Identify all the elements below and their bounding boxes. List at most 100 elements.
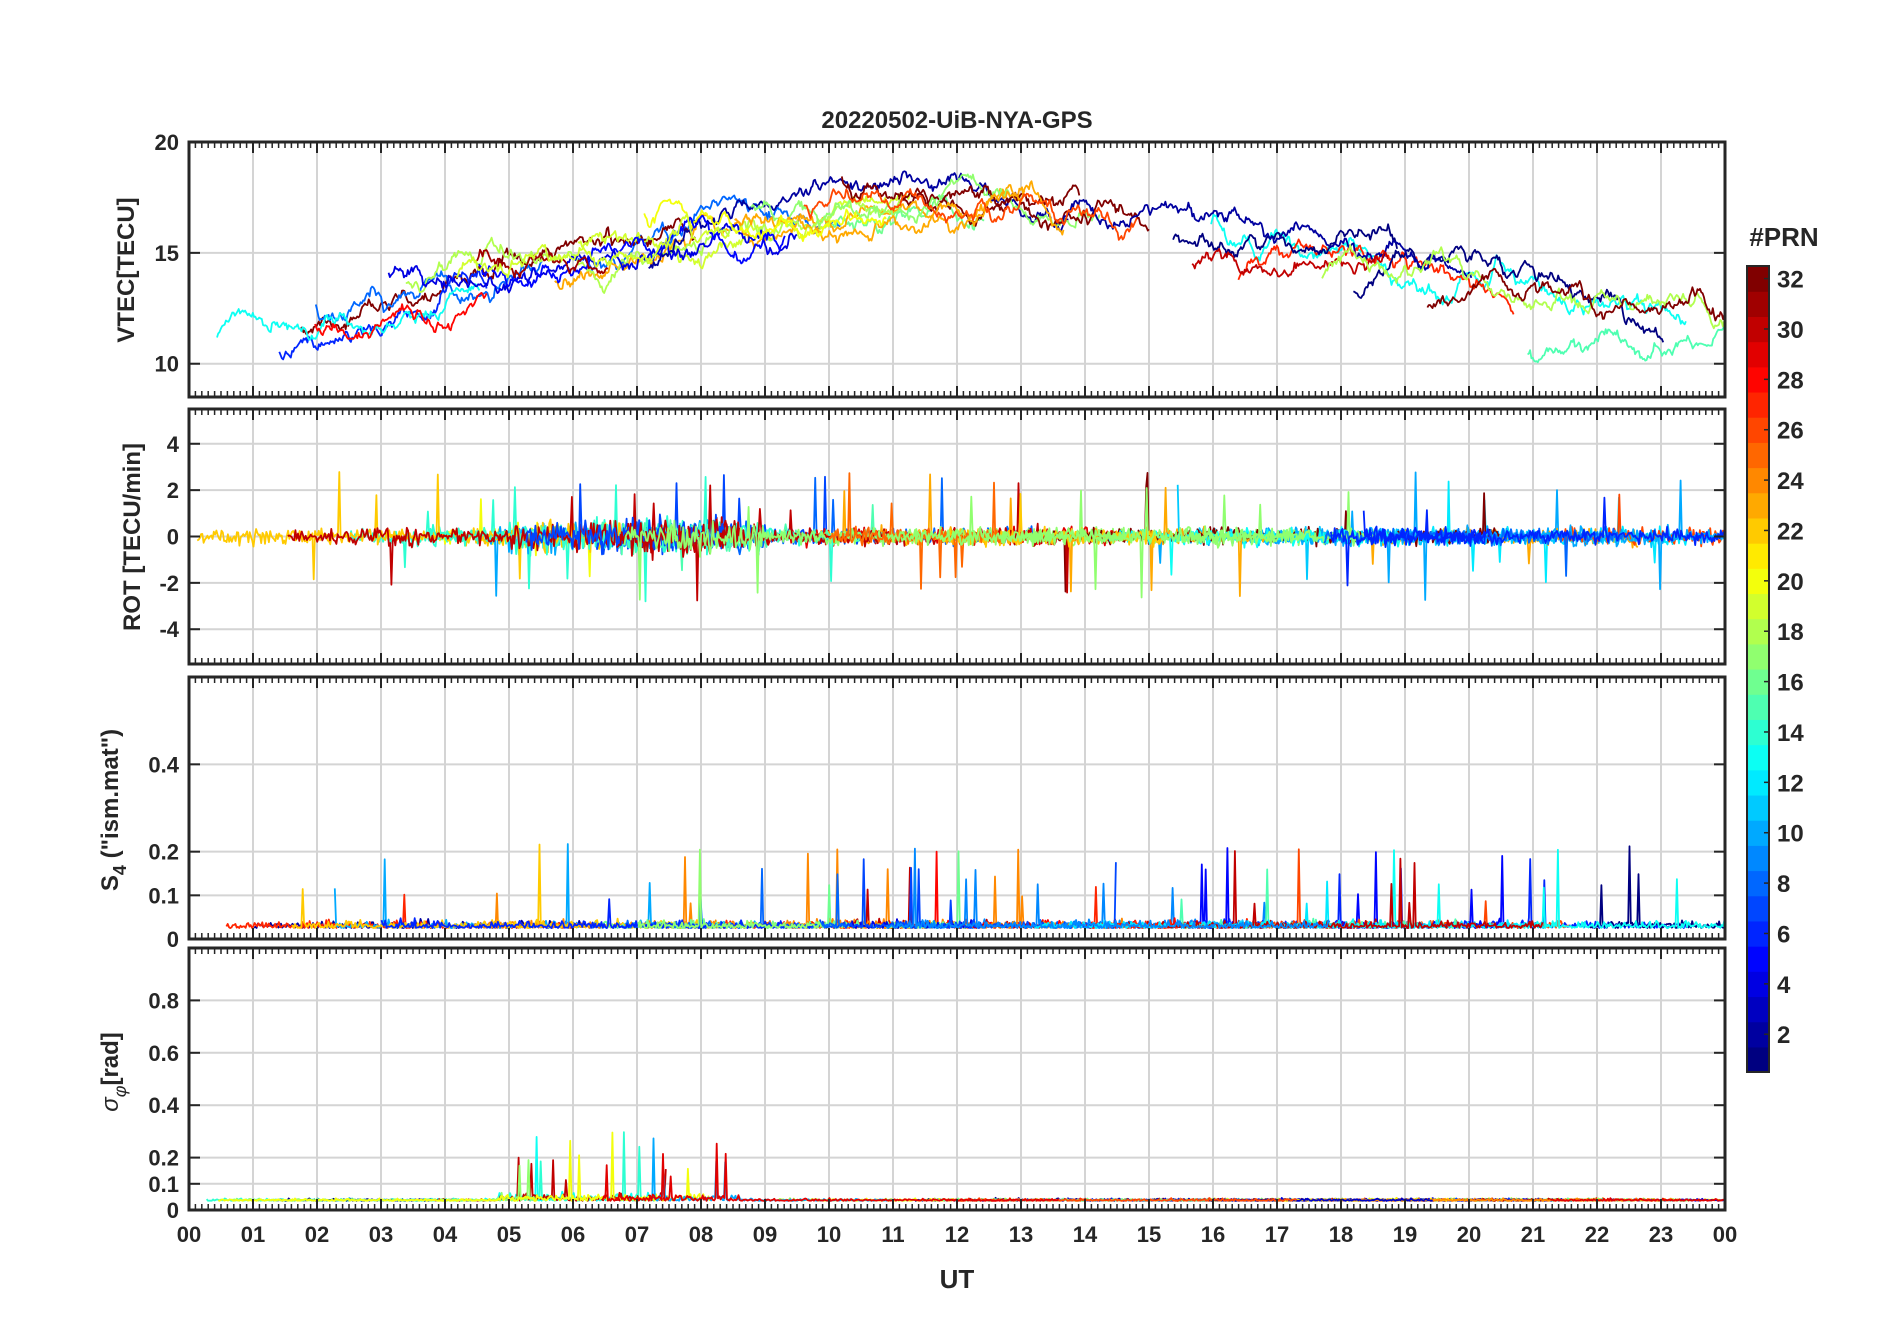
colorbar-segment bbox=[1747, 568, 1769, 595]
panel-vtec-frame bbox=[187, 140, 1727, 399]
panel-vtec-y-tick-labels: 10 15 20 bbox=[155, 130, 179, 377]
panel-sigma-y-tick-labels: 00.10.2 0.4 0.6 0.8 bbox=[148, 988, 179, 1223]
series-line-prn bbox=[300, 217, 696, 336]
series-line-prn bbox=[1210, 213, 1687, 326]
series-line-prn bbox=[314, 260, 543, 322]
colorbar-frame bbox=[1746, 265, 1770, 1073]
series-line-prn bbox=[840, 176, 1150, 232]
colorbar-segment bbox=[1747, 442, 1769, 469]
colorbar-tick-label: 16 bbox=[1777, 670, 1804, 697]
y-tick-label: 0.2 bbox=[148, 840, 179, 865]
colorbar-tick-label: 18 bbox=[1777, 619, 1804, 646]
panel-rot-series bbox=[196, 471, 1725, 603]
x-tick-label: 10 bbox=[817, 1222, 841, 1247]
x-tick-label: 11 bbox=[881, 1222, 904, 1247]
series-line-prn bbox=[1062, 198, 1473, 279]
colorbar-segment bbox=[1747, 417, 1769, 443]
y-tick-label: -4 bbox=[159, 617, 179, 642]
colorbar-segment bbox=[1747, 291, 1769, 317]
colorbar-tick-label: 24 bbox=[1777, 468, 1804, 495]
y-tick-label: 0 bbox=[167, 1198, 179, 1223]
colorbar-ticks bbox=[1764, 277, 1769, 1035]
series-line-prn bbox=[387, 222, 798, 294]
panel-sigma-series bbox=[205, 1131, 1725, 1202]
series-line-prn bbox=[287, 484, 744, 586]
y-tick-label: 0.6 bbox=[148, 1041, 179, 1066]
x-tick-label: 19 bbox=[1393, 1222, 1417, 1247]
panel-rot-ticks bbox=[188, 409, 1726, 664]
panel-s4-ylabel: S4 ("ism.mat") bbox=[97, 729, 130, 891]
colorbar-tick-label: 14 bbox=[1777, 720, 1804, 747]
series-line-prn bbox=[601, 1142, 1060, 1202]
colorbar-segment bbox=[1747, 643, 1769, 670]
x-tick-label: 05 bbox=[497, 1222, 521, 1247]
x-tick-label: 16 bbox=[1201, 1222, 1225, 1247]
series-line-prn bbox=[885, 847, 1331, 929]
colorbar-segment bbox=[1747, 517, 1769, 544]
x-tick-label: 22 bbox=[1585, 1222, 1609, 1247]
y-tick-label: 0.1 bbox=[148, 883, 179, 908]
series-line-prn bbox=[827, 194, 985, 235]
y-tick-label: 0.4 bbox=[148, 1093, 179, 1118]
x-tick-labels: 00 01 02 03 04 05 06 07 08 09 10 11 12 13 14 15 16 17 18 19… bbox=[177, 1222, 1737, 1247]
x-tick-label: 01 bbox=[241, 1222, 265, 1247]
panel-rot-ylabel: ROT [TECU/min] bbox=[119, 443, 146, 631]
colorbar-segment bbox=[1747, 593, 1769, 620]
panel-sigma-grid bbox=[189, 948, 1725, 1210]
colorbar-title: #PRN bbox=[1749, 222, 1818, 252]
y-tick-label: 0.1 bbox=[148, 1172, 179, 1197]
colorbar-segment bbox=[1747, 895, 1769, 922]
colorbar-segment bbox=[1747, 366, 1769, 393]
colorbar-tick-label: 10 bbox=[1777, 821, 1804, 848]
colorbar-tick-label: 6 bbox=[1777, 921, 1790, 948]
colorbar-segment bbox=[1747, 920, 1769, 947]
x-tick-label: 12 bbox=[945, 1222, 969, 1247]
colorbar-segment bbox=[1747, 1046, 1769, 1073]
colorbar-segment bbox=[1747, 769, 1769, 796]
colorbar-segment bbox=[1747, 744, 1769, 771]
y-tick-label: 0 bbox=[167, 927, 179, 952]
series-line-prn bbox=[886, 487, 1305, 599]
panel-s4-y-tick-labels: 0 0.1 0.2 0.4 bbox=[148, 752, 179, 952]
panel-rot-y-tick-labels: -4 -2 0 2 4 bbox=[159, 432, 179, 642]
y-tick-label: 0.2 bbox=[148, 1146, 179, 1171]
x-tick-label: 17 bbox=[1265, 1222, 1289, 1247]
series-line-prn bbox=[455, 213, 730, 279]
colorbar-segment bbox=[1747, 618, 1769, 645]
x-tick-label: 00 bbox=[1713, 1222, 1737, 1247]
series-line-prn bbox=[475, 248, 609, 279]
colorbar-segment bbox=[1747, 266, 1769, 292]
colorbar-segment bbox=[1747, 870, 1769, 897]
colorbar-tick-label: 26 bbox=[1777, 418, 1804, 445]
y-tick-label: 2 bbox=[167, 478, 179, 503]
x-tick-label: 02 bbox=[305, 1222, 329, 1247]
panel-s4: 0 0.1 0.2 0.4 S4 ("ism.mat") bbox=[97, 675, 1727, 952]
colorbar-segment bbox=[1747, 971, 1769, 998]
series-line-prn bbox=[1172, 223, 1398, 258]
series-line-prn bbox=[216, 283, 481, 341]
x-tick-label: 06 bbox=[561, 1222, 585, 1247]
colorbar-segment bbox=[1747, 492, 1769, 519]
colorbar-segments bbox=[1747, 266, 1769, 1073]
series-line-prn bbox=[1550, 1197, 1725, 1202]
x-tick-label: 18 bbox=[1329, 1222, 1353, 1247]
colorbar-segment bbox=[1747, 820, 1769, 846]
x-tick-label: 14 bbox=[1073, 1222, 1098, 1247]
series-line-prn bbox=[1527, 325, 1725, 364]
y-tick-label: -2 bbox=[159, 571, 179, 596]
series-line-prn bbox=[643, 198, 887, 242]
x-tick-label: 03 bbox=[369, 1222, 393, 1247]
colorbar-segment bbox=[1747, 996, 1769, 1023]
series-line-prn bbox=[314, 291, 488, 340]
panel-vtec-grid bbox=[189, 142, 1725, 397]
colorbar-segment bbox=[1747, 341, 1769, 368]
x-tick-label: 04 bbox=[433, 1222, 458, 1247]
y-tick-label: 0.8 bbox=[148, 988, 179, 1013]
colorbar-segment bbox=[1747, 669, 1769, 695]
x-tick-label: 21 bbox=[1521, 1222, 1545, 1247]
colorbar-segment bbox=[1747, 543, 1769, 569]
x-tick-label: 09 bbox=[753, 1222, 777, 1247]
